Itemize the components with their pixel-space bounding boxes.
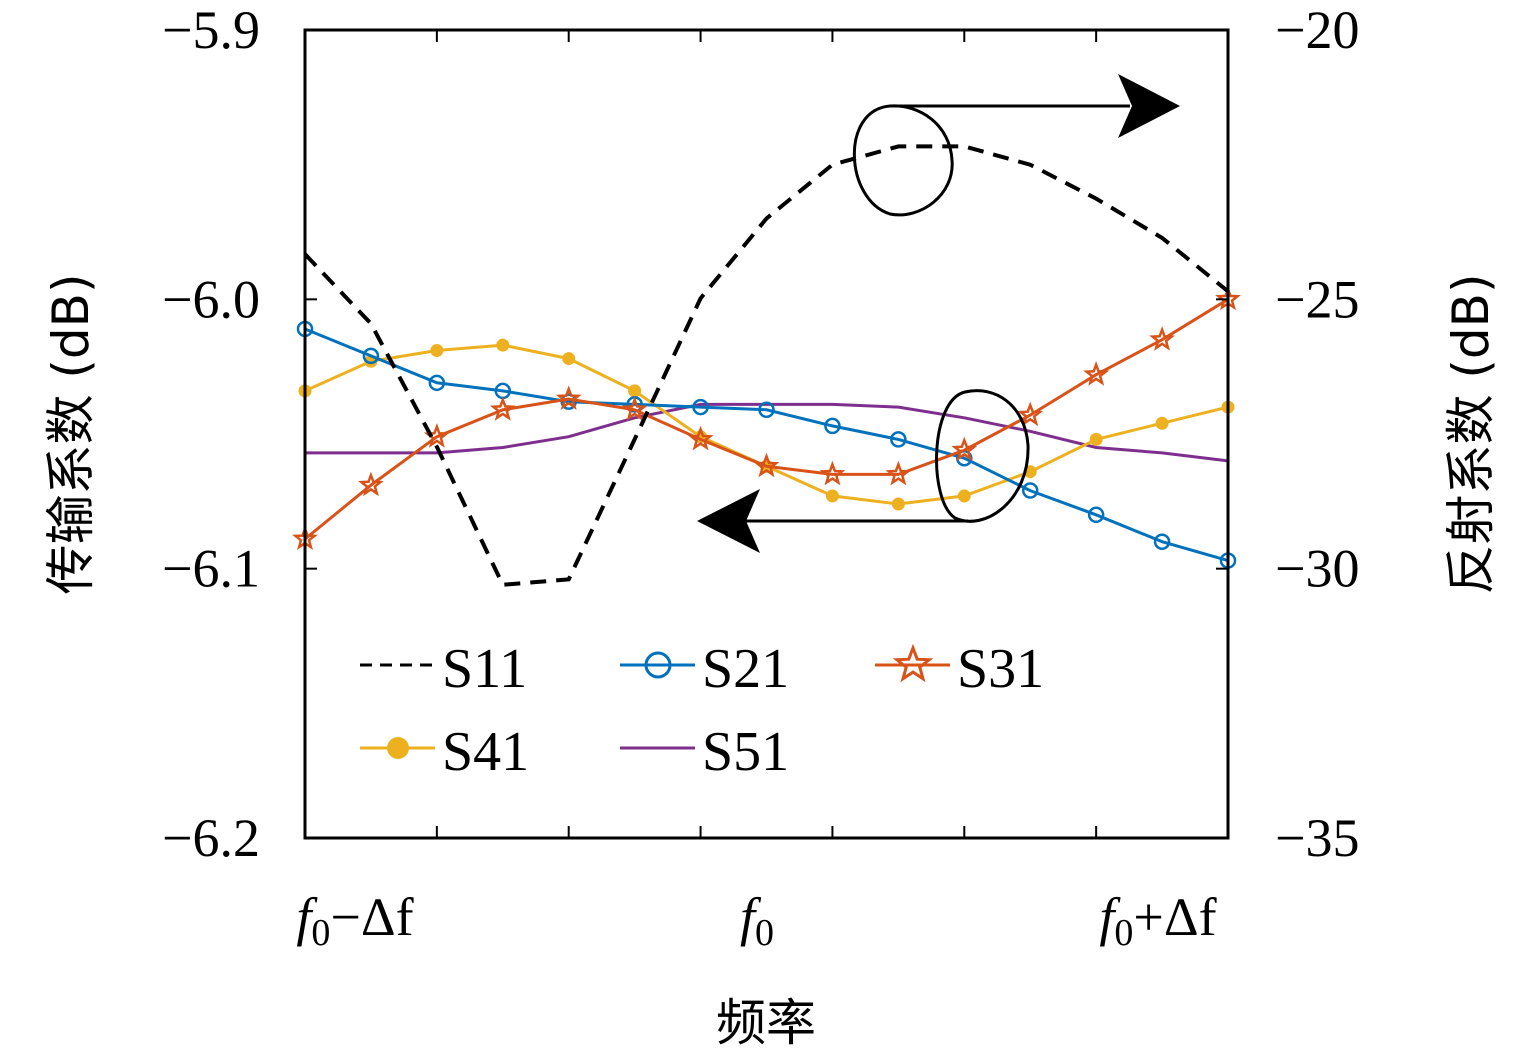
s31-point [885,460,912,486]
legend-marker-s41 [387,737,409,759]
s31-point [753,452,780,478]
s21-point [824,417,841,435]
s21-point [758,401,775,419]
s21-point [428,374,446,392]
s41-point [496,338,510,352]
s21-point [1087,506,1105,524]
s31-line [304,298,1229,541]
s21-point [692,398,709,416]
legend-label-s41: S41 [442,721,529,783]
s41-point [825,489,839,503]
right-y-tick-label: −20 [1275,0,1359,60]
legend-marker-s31 [892,643,934,683]
left-axis-label: 传输系数 (dB) [42,274,100,595]
s41-point [430,344,444,358]
x-tick-label-start: f0−Δf [296,887,413,954]
s31-point [358,471,384,497]
x-tick-label-end: f0+Δf [1099,887,1216,954]
left-y-tick-label: −6.2 [162,808,260,868]
s41-point [1089,432,1103,446]
s21-point [1153,533,1171,550]
s21-point [362,347,380,365]
right-y-tick-label: −35 [1275,808,1359,868]
legend: S11 S21 S31 S41 S51 [360,638,1044,783]
x-tick-label-center: f0 [740,887,774,954]
s11-annotation-ellipse [852,104,954,217]
s31-point [489,396,516,421]
right-y-tick-label: −30 [1275,539,1359,599]
s21-line [304,327,1229,563]
s51-line [305,402,1229,463]
left-arrowhead-icon [697,489,760,553]
s31-point [1083,361,1110,386]
s31-point [1017,401,1044,427]
s41-point [1155,416,1169,430]
s21-point [560,393,577,410]
s41-point [957,489,971,503]
s21-point [1021,482,1039,499]
left-y-tick-label: −5.9 [162,0,260,60]
legend-marker-s21 [644,651,672,679]
legend-label-s51: S51 [702,721,789,783]
right-arrowhead-icon [1118,74,1180,138]
legend-label-s31: S31 [957,638,1044,700]
s41-point [891,497,905,511]
s31-point [1149,326,1175,351]
left-y-tick-label: −6.1 [162,539,260,599]
s41-line [304,343,1229,506]
s31-point [951,436,978,462]
s31-point [555,385,582,410]
x-axis-label: 频率 [716,994,816,1052]
s11-line [303,144,1230,587]
s31-point [621,396,648,421]
legend-label-s11: S11 [442,638,527,700]
s21-point [890,431,907,448]
legend-label-s21: S21 [702,638,789,700]
s31-point [819,460,846,486]
left-y-tick-label: −6.0 [162,269,260,329]
right-axis-label: 反射系数 (dB) [1442,274,1500,595]
plot-frame [303,28,1230,840]
transmission-annotation-ellipse [935,389,1030,523]
s31-point [687,425,714,451]
s41-point [628,384,642,398]
s41-point [562,352,576,366]
right-y-tick-label: −25 [1275,269,1359,329]
